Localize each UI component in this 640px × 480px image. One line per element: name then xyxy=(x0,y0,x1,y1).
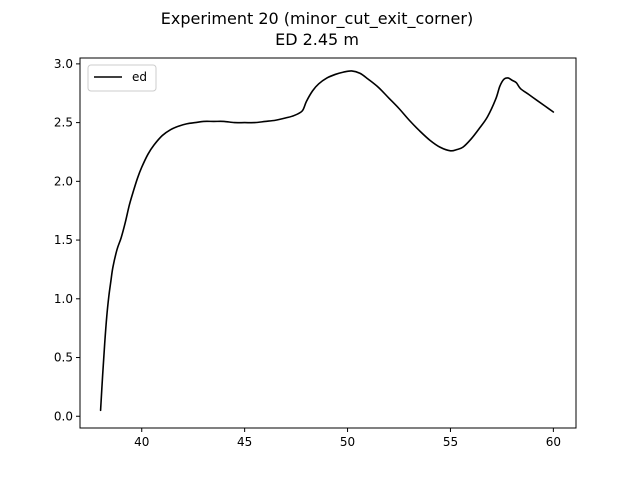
y-tick-label: 2.0 xyxy=(54,174,73,188)
x-axis-ticks: 40 45 50 55 60 xyxy=(134,428,561,449)
y-tick-label: 1.5 xyxy=(54,233,73,247)
y-tick-label: 2.5 xyxy=(54,116,73,130)
legend: ed xyxy=(87,64,157,92)
plot-area-frame xyxy=(79,57,577,429)
y-tick-label: 3.0 xyxy=(54,57,73,71)
legend-box xyxy=(87,64,157,92)
chart-title: Experiment 20 (minor_cut_exit_corner) xyxy=(161,9,473,29)
series-line-ed xyxy=(99,70,555,412)
y-tick-label: 1.0 xyxy=(54,292,73,306)
y-tick-label: 0.5 xyxy=(54,351,73,365)
x-tick-label: 55 xyxy=(443,435,458,449)
x-tick-label: 60 xyxy=(546,435,561,449)
x-tick-label: 40 xyxy=(134,435,149,449)
x-tick-label: 45 xyxy=(237,435,252,449)
x-tick-label: 50 xyxy=(340,435,355,449)
y-axis-ticks: 0.0 0.5 1.0 1.5 2.0 2.5 3.0 xyxy=(54,57,80,423)
y-tick-label: 0.0 xyxy=(54,409,73,423)
chart-subtitle: ED 2.45 m xyxy=(275,30,359,49)
legend-label-ed: ed xyxy=(132,70,147,84)
